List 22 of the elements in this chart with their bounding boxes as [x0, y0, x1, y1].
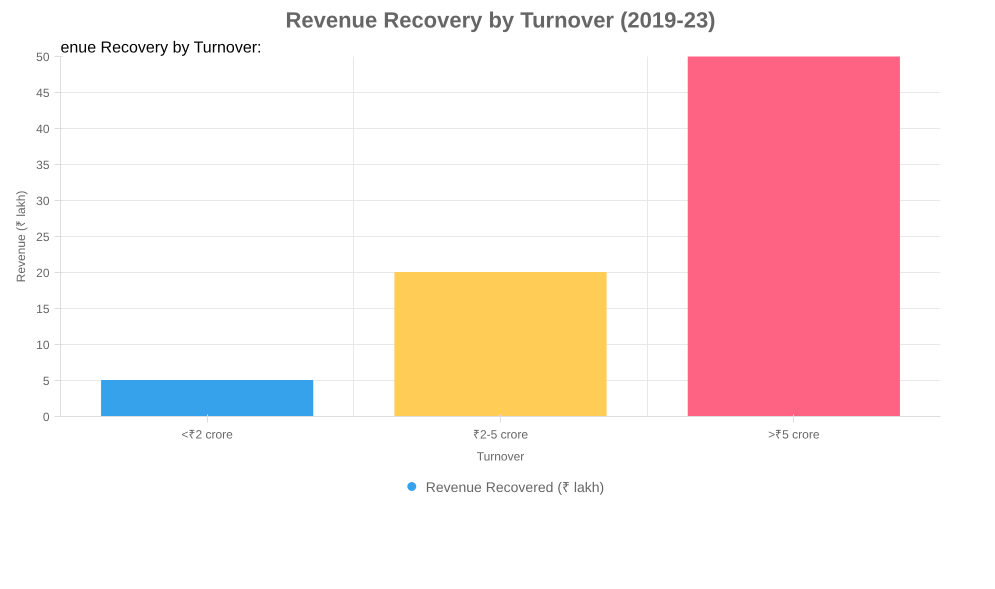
x-axis-title: Turnover [476, 450, 524, 464]
y-tick-label: 15 [36, 302, 50, 316]
y-tick-label: 0 [42, 410, 50, 424]
x-tick-label: >₹5 crore [768, 428, 820, 442]
y-tick-label: 40 [36, 122, 50, 136]
bar [101, 380, 314, 416]
bar [394, 272, 607, 416]
y-tick-label: 20 [36, 266, 50, 280]
y-tick-label: 45 [36, 86, 50, 100]
legend-label: Revenue Recovered (₹ lakh) [426, 478, 604, 496]
y-tick-label: 50 [36, 50, 50, 64]
chart-title: Revenue Recovery by Turnover (2019-23) [286, 8, 716, 32]
annotation: enue Recovery by Turnover: [60, 40, 262, 56]
y-tick-label: 5 [42, 374, 50, 388]
y-tick-label: 10 [36, 338, 50, 352]
y-axis-title: Revenue (₹ lakh) [14, 190, 28, 282]
x-tick-label: <₹2 crore [181, 428, 234, 442]
y-tick-label: 35 [36, 158, 50, 172]
y-tick-label: 30 [36, 194, 50, 208]
y-tick-label: 25 [36, 230, 50, 244]
x-tick-label: ₹2-5 crore [472, 428, 528, 442]
bar [688, 56, 900, 416]
